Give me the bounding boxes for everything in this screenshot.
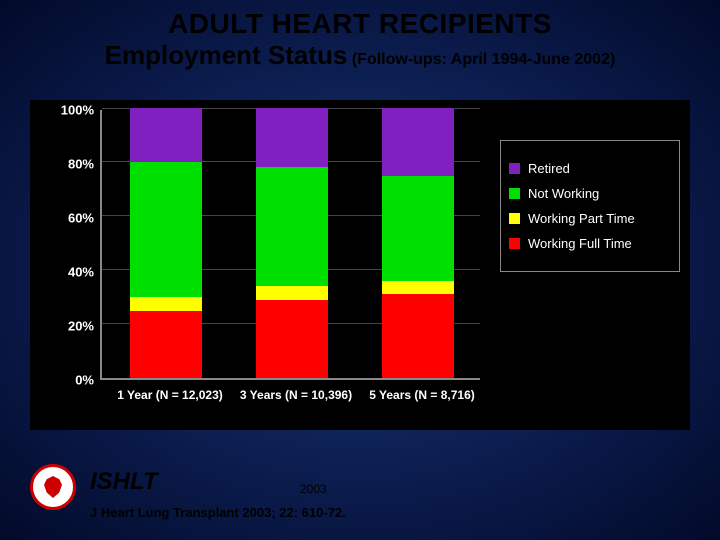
legend-label-notworking: Not Working (528, 186, 599, 201)
bar-3yr-retired (256, 108, 328, 167)
title-line-2-wrap: Employment Status (Follow-ups: April 199… (0, 40, 720, 71)
ishlt-logo-inner-icon (44, 476, 62, 498)
legend-label-parttime: Working Part Time (528, 211, 635, 226)
ytick-20: 20% (68, 319, 94, 334)
legend-row-parttime: Working Part Time (509, 211, 671, 226)
org-label: ISHLT (90, 468, 158, 496)
legend-row-fulltime: Working Full Time (509, 236, 671, 251)
bar-3yr-parttime (256, 286, 328, 300)
swatch-parttime (509, 213, 520, 224)
legend-row-retired: Retired (509, 161, 671, 176)
swatch-fulltime (509, 238, 520, 249)
bar-3yr (256, 108, 328, 378)
chart-area: 0% 20% 40% 60% 80% 100% 1 Year ( (30, 100, 690, 430)
title-line-1: ADULT HEART RECIPIENTS (0, 8, 720, 40)
bar-5yr-retired (382, 108, 454, 176)
bar-3yr-notworking (256, 167, 328, 286)
swatch-retired (509, 163, 520, 174)
bar-5yr-notworking (382, 176, 454, 281)
ytick-80: 80% (68, 157, 94, 172)
bar-5yr (382, 108, 454, 378)
bar-5yr-parttime (382, 281, 454, 295)
year-label: 2003 (300, 482, 327, 496)
legend-label-retired: Retired (528, 161, 570, 176)
swatch-notworking (509, 188, 520, 199)
xtick-1yr: 1 Year (N = 12,023) (100, 388, 240, 402)
citation: J Heart Lung Transplant 2003; 22: 610-72… (90, 505, 346, 520)
legend-label-fulltime: Working Full Time (528, 236, 632, 251)
bar-1yr-retired (130, 108, 202, 162)
xtick-5yr: 5 Years (N = 8,716) (352, 388, 492, 402)
ytick-100: 100% (61, 103, 94, 118)
bar-1yr-notworking (130, 162, 202, 297)
bar-1yr-fulltime (130, 311, 202, 379)
bar-1yr-parttime (130, 297, 202, 311)
legend-row-notworking: Not Working (509, 186, 671, 201)
ytick-60: 60% (68, 211, 94, 226)
bar-3yr-fulltime (256, 300, 328, 378)
title-line-2: Employment Status (105, 40, 348, 70)
footer: ISHLT 2003 J Heart Lung Transplant 2003;… (0, 450, 720, 540)
plot-region (100, 110, 480, 380)
ishlt-logo-icon (30, 464, 76, 510)
title-block: ADULT HEART RECIPIENTS Employment Status… (0, 0, 720, 71)
bar-1yr (130, 108, 202, 378)
bar-5yr-fulltime (382, 294, 454, 378)
ytick-40: 40% (68, 265, 94, 280)
legend: Retired Not Working Working Part Time Wo… (500, 140, 680, 272)
title-sub: (Follow-ups: April 1994-June 2002) (352, 51, 615, 68)
ytick-0: 0% (75, 373, 94, 388)
xtick-3yr: 3 Years (N = 10,396) (226, 388, 366, 402)
